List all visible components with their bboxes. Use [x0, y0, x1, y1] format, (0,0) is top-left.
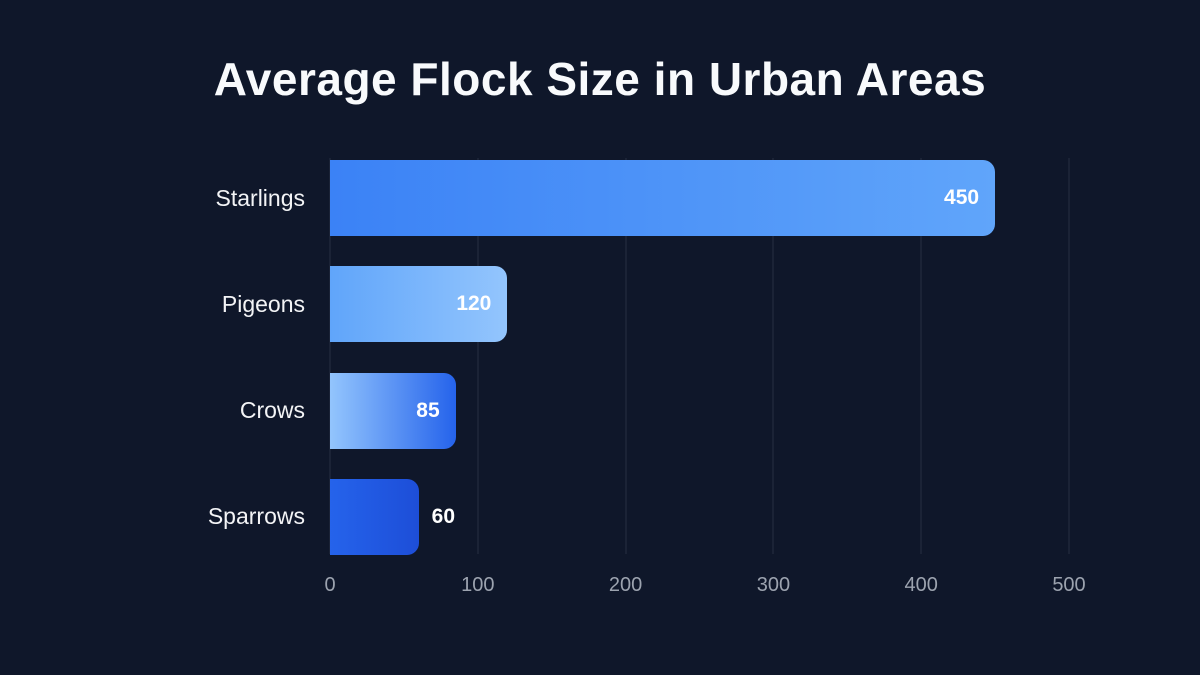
plot-area: Starlings 450 Pigeons 120 Crows 85 Sparr…: [208, 158, 1086, 596]
gridline: [625, 158, 627, 554]
x-axis: 0 100 200 300 400 500: [324, 554, 1085, 596]
category-label: Crows: [239, 397, 305, 424]
bar-row: Pigeons 120: [222, 266, 1069, 343]
bar-row: Crows 85: [240, 372, 1069, 449]
x-tick-label: 100: [461, 574, 495, 596]
x-tick-label: 200: [608, 574, 643, 596]
bar-value-label: 120: [456, 292, 492, 316]
gridline: [1068, 158, 1070, 554]
gridline: [329, 158, 331, 554]
bar-row: Sparrows 60: [208, 478, 1069, 555]
category-label: Starlings: [215, 184, 305, 211]
category-label: Pigeons: [221, 290, 305, 317]
bar-value-label: 85: [416, 398, 440, 422]
bar: [330, 160, 996, 236]
gridline: [920, 158, 922, 554]
gridline: [477, 158, 479, 554]
x-tick-label: 0: [324, 574, 336, 596]
gridline: [772, 158, 774, 554]
category-label: Sparrows: [207, 503, 305, 530]
x-tick-label: 300: [756, 574, 791, 596]
x-tick-label: 400: [904, 574, 938, 596]
bar-value-label: 450: [944, 186, 980, 209]
x-tick-label: 500: [1052, 574, 1086, 596]
chart-title: Average Flock Size in Urban Areas: [213, 53, 987, 105]
bar: [330, 372, 456, 449]
bar-row: Starlings 450: [216, 160, 1069, 236]
bar: [330, 478, 419, 555]
bar: [330, 266, 508, 343]
bar-value-label: 60: [431, 504, 456, 528]
